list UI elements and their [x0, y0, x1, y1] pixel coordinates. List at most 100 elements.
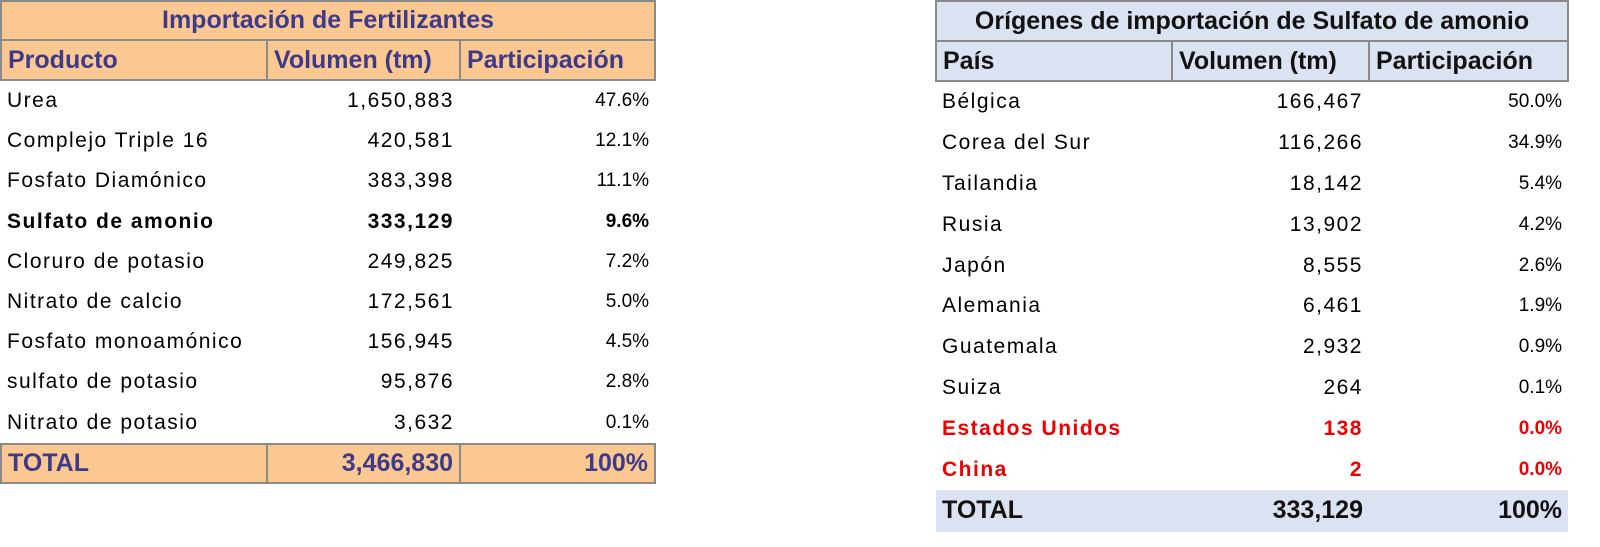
cell: Suiza: [942, 375, 1003, 399]
data-row: Alemania 6,461 1.9%: [936, 286, 1568, 327]
column-header: Producto: [0, 39, 268, 81]
cell: sulfato de potasio: [7, 370, 199, 394]
header-row: País Volumen (tm) Participación: [935, 40, 1570, 82]
data-row: Fosfato Diamónico 383,398 11.1%: [1, 161, 655, 201]
data-row: Rusia 13,902 4.2%: [936, 204, 1568, 245]
cell: 0.1%: [605, 411, 650, 433]
cell: 3,632: [393, 410, 454, 434]
cell: 264: [1323, 375, 1363, 399]
cell: 2.6%: [1518, 254, 1563, 276]
cell: 172,561: [367, 290, 454, 314]
origins-table: Orígenes de importación de Sulfato de am…: [934, 0, 1570, 532]
cell: Sulfato de amonio: [7, 209, 215, 233]
cell: 138: [1323, 416, 1363, 440]
cell: Guatemala: [942, 335, 1059, 359]
table-title: Importación de Fertilizantes: [0, 0, 657, 41]
data-row: Japón 8,555 2.6%: [936, 245, 1568, 286]
cell: 0.0%: [1518, 417, 1563, 439]
data-row: Sulfato de amonio 333,129 9.6%: [1, 202, 655, 242]
cell: 4.5%: [605, 331, 650, 353]
data-row: Cloruro de potasio 249,825 7.2%: [1, 242, 655, 282]
table-head: Orígenes de importación de Sulfato de am…: [934, 0, 1570, 82]
cell: Cloruro de potasio: [7, 249, 206, 273]
cell: 13,902: [1289, 212, 1363, 236]
cell: 1.9%: [1518, 295, 1563, 317]
cell: Rusia: [942, 212, 1004, 236]
cell: 420,581: [367, 129, 454, 153]
data-row: China 2 0.0%: [936, 449, 1568, 490]
cell: 12.1%: [595, 130, 650, 152]
column-header: Volumen (tm): [266, 39, 461, 81]
table-body: Bélgica 166,467 50.0% Corea del Sur 116,266 3…: [936, 81, 1568, 490]
total-cell: 333,129: [1172, 489, 1369, 532]
cell: Bélgica: [942, 90, 1022, 114]
column-header: Volumen (tm): [1171, 40, 1370, 82]
cell: Corea del Sur: [942, 131, 1092, 155]
cell: Urea: [7, 89, 59, 113]
total-row: TOTAL 3,466,830 100%: [0, 442, 657, 484]
data-row: Guatemala 2,932 0.9%: [936, 327, 1568, 368]
table-head: Importación de Fertilizantes Producto Volu…: [0, 0, 657, 81]
cell: 11.1%: [596, 170, 650, 192]
title-row: Importación de Fertilizantes: [0, 0, 657, 41]
cell: Alemania: [942, 294, 1042, 318]
cell: 383,398: [367, 169, 454, 193]
total-cell: TOTAL: [936, 489, 1172, 532]
data-row: Tailandia 18,142 5.4%: [936, 164, 1568, 205]
total-cell: 100%: [458, 442, 657, 484]
data-row: Bélgica 166,467 50.0%: [936, 81, 1568, 123]
data-row: Nitrato de calcio 172,561 5.0%: [1, 282, 655, 322]
cell: Estados Unidos: [942, 416, 1122, 440]
fertilizer-table: Importación de Fertilizantes Producto Volu…: [0, 0, 657, 484]
cell: 5.4%: [1518, 172, 1563, 194]
cell: Tailandia: [942, 171, 1039, 195]
total-cell: TOTAL: [0, 442, 268, 484]
cell: 34.9%: [1508, 132, 1563, 154]
data-row: Suiza 264 0.1%: [936, 368, 1568, 409]
cell: 166,467: [1276, 90, 1363, 114]
cell: 333,129: [367, 209, 454, 233]
cell: 8,555: [1302, 253, 1363, 277]
table-title: Orígenes de importación de Sulfato de am…: [934, 0, 1570, 42]
cell: 4.2%: [1518, 213, 1563, 235]
table-foot: TOTAL 333,129 100%: [936, 489, 1569, 532]
data-row: sulfato de potasio 95,876 2.8%: [1, 362, 655, 402]
data-row: Fosfato monoamónico 156,945 4.5%: [1, 322, 655, 362]
data-row: Nitrato de potasio 3,632 0.1%: [1, 403, 655, 444]
cell: 0.0%: [1518, 458, 1563, 480]
cell: 7.2%: [605, 250, 650, 272]
cell: 249,825: [367, 249, 454, 273]
total-cell: 3,466,830: [266, 442, 461, 484]
data-row: Corea del Sur 116,266 34.9%: [936, 123, 1568, 164]
cell: China: [942, 457, 1008, 481]
data-row: Complejo Triple 16 420,581 12.1%: [1, 121, 655, 161]
cell: Fosfato monoamónico: [7, 330, 244, 354]
cell: 5.0%: [605, 291, 650, 313]
column-header: País: [935, 40, 1173, 82]
column-header: Participación: [458, 39, 657, 81]
data-row: Urea 1,650,883 47.6%: [1, 80, 655, 121]
cell: 1,650,883: [347, 89, 454, 113]
table-foot: TOTAL 3,466,830 100%: [0, 442, 657, 484]
cell: 50.0%: [1508, 91, 1563, 113]
cell: 116,266: [1278, 131, 1363, 155]
cell: 2.8%: [605, 371, 650, 393]
header-row: Producto Volumen (tm) Participación: [0, 39, 657, 81]
data-row: Estados Unidos 138 0.0%: [936, 408, 1568, 449]
cell: 9.6%: [605, 210, 650, 232]
cell: 2,932: [1302, 335, 1363, 359]
cell: 0.1%: [1518, 376, 1563, 398]
cell: Fosfato Diamónico: [7, 169, 208, 193]
total-row: TOTAL 333,129 100%: [936, 489, 1569, 532]
cell: 0.9%: [1518, 336, 1563, 358]
cell: Complejo Triple 16: [7, 129, 210, 153]
total-cell: 100%: [1369, 489, 1569, 532]
cell: Nitrato de calcio: [7, 290, 184, 314]
cell: 156,945: [367, 330, 454, 354]
cell: 95,876: [380, 370, 454, 394]
cell: Nitrato de potasio: [7, 410, 199, 434]
cell: 18,142: [1289, 171, 1363, 195]
cell: 6,461: [1302, 294, 1363, 318]
cell: 2: [1349, 457, 1363, 481]
